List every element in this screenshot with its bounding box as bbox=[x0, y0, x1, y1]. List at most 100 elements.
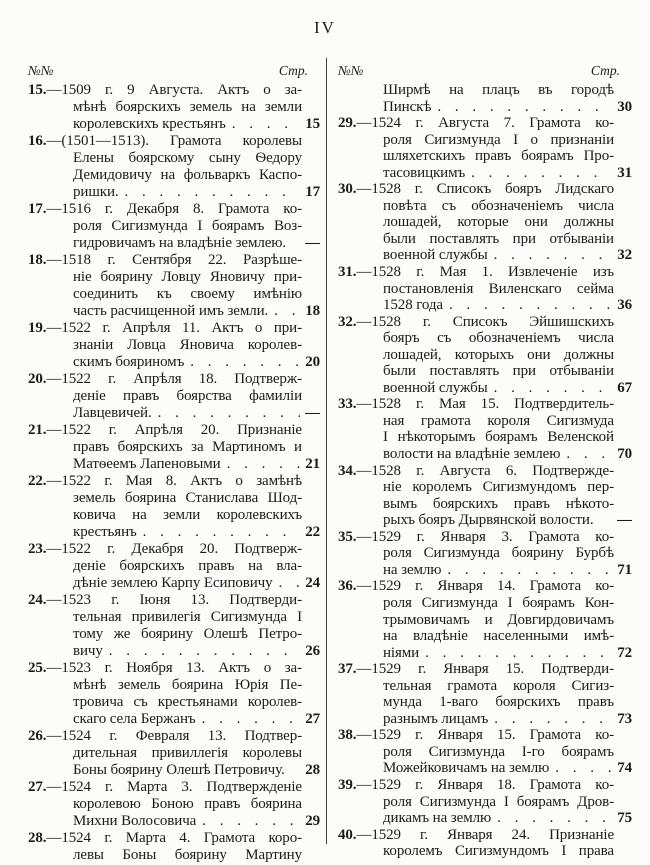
toc-entry: 35.—1529 г. Января 3. Грамота ко-роля Си… bbox=[338, 529, 632, 579]
toc-line: 33.—1528 г. Мая 15. Подтвердитель- bbox=[338, 396, 614, 413]
toc-line: на владѣніе населенными имѣ- bbox=[383, 628, 614, 645]
toc-entries-left: 15.—1509 г. 9 Августа. Актъ о за-мѣнѣ бо… bbox=[28, 82, 320, 864]
toc-line: деніе правъ боярства фамиліи bbox=[73, 388, 302, 404]
dot-leader: . . . . . . . . . . . . . . . . . . . . … bbox=[449, 297, 612, 314]
toc-line: 31.—1528 г. Мая 1. Извлеченіе изъ bbox=[338, 264, 614, 281]
toc-entry: 17.—1516 г. Декабря 8. Грамота ко-роля С… bbox=[28, 201, 320, 252]
toc-line: 20.—1522 г. Апрѣля 18. Подтверж- bbox=[28, 371, 302, 387]
toc-line: вичу . . . . . . . . . . . . . . . . . . … bbox=[28, 643, 320, 660]
dot-leader: . . . . . . . . . . . . . . . . . . . . … bbox=[493, 247, 612, 264]
toc-line: были поставлять при отбываніи bbox=[383, 230, 614, 247]
toc-line: 27.—1524 г. Марта 3. Подтвержденіе bbox=[28, 779, 302, 795]
toc-line: роля Сигизмунда боярину Бурбѣ bbox=[383, 545, 614, 562]
toc-line: ніе боярину Ловцу Яновичу при- bbox=[73, 269, 302, 285]
dot-leader: . . . . . . . . . . . . . . . . . . . . … bbox=[447, 561, 612, 578]
dot-leader: . . . . . . . . . . . . . . . . . . . . … bbox=[274, 303, 300, 319]
toc-line: Елены боярскому сыну Ѳедору bbox=[73, 150, 302, 166]
entry-text: крестьянъ bbox=[73, 524, 137, 540]
toc-line: часть расчищенной имъ земли. . . . . . . … bbox=[28, 303, 320, 320]
dot-leader: . . . . . . . . . . . . . . . . . . . . … bbox=[108, 643, 300, 659]
entry-number: 30. bbox=[338, 181, 357, 198]
entry-page-number: 74 bbox=[617, 760, 632, 777]
toc-line: скаго села Бержанъ . . . . . . . . . . . … bbox=[28, 711, 320, 728]
entry-text: Пинскѣ bbox=[383, 98, 432, 115]
dot-leader: . . . . . . . . . . . . . . . . . . . . … bbox=[124, 184, 300, 200]
toc-line: деніе боярскихъ правъ на вла- bbox=[73, 558, 302, 574]
entry-page-number: 71 bbox=[617, 561, 632, 578]
toc-line: 1528 года . . . . . . . . . . . . . . . .… bbox=[338, 297, 632, 314]
toc-line: ніями . . . . . . . . . . . . . . . . . .… bbox=[338, 645, 632, 662]
entry-page-number: 31 bbox=[617, 164, 632, 181]
toc-line: 36.—1529 г. Января 14. Грамота ко- bbox=[338, 578, 614, 595]
entry-number: 23. bbox=[28, 541, 47, 557]
entry-number: 15. bbox=[28, 82, 47, 98]
entry-number: 20. bbox=[28, 371, 47, 387]
entry-text: королевскихъ крестьянъ bbox=[73, 116, 226, 132]
page-number-roman: IV bbox=[314, 18, 336, 37]
entry-text: тасовицкимъ bbox=[383, 164, 466, 181]
entry-page-number: 26 bbox=[305, 643, 320, 659]
toc-entry: 25.—1523 г. Ноября 13. Актъ о за-мѣнѣ зе… bbox=[28, 660, 320, 728]
toc-line: королемъ Сигизмундомъ I права bbox=[383, 843, 614, 860]
toc-line: повѣта съ обозначеніемъ числа bbox=[383, 197, 614, 214]
toc-line: земель боярина Станислава Шод- bbox=[73, 490, 302, 506]
toc-line: тельная привилегія Сигизмунда I bbox=[73, 609, 302, 625]
dot-leader: . . . . . . . . . . . . . . . . . . . . … bbox=[494, 710, 612, 727]
entry-page-number: 72 bbox=[617, 644, 632, 661]
dot-leader: . . . . . . . . . . . . . . . . . . . . … bbox=[497, 810, 612, 827]
entry-number: 40. bbox=[338, 826, 357, 843]
toc-line: 15.—1509 г. 9 Августа. Актъ о за- bbox=[28, 82, 302, 98]
toc-line: 39.—1529 г. Января 18. Грамота ко- bbox=[338, 776, 614, 793]
toc-line: трымовичамъ и Довгирдовичамъ bbox=[383, 611, 614, 628]
toc-line: Можейковичамъ на землю . . . . . . . . . … bbox=[338, 760, 632, 777]
toc-entry: 30.—1528 г. Списокъ бояръ Лидскаго повѣта… bbox=[338, 181, 632, 264]
toc-line: 22.—1522 г. Мая 8. Актъ о замѣнѣ bbox=[28, 473, 302, 489]
toc-line: ніе королемъ Сигизмундомъ пер- bbox=[383, 479, 614, 496]
toc-line: шляхетскихъ правъ боярамъ Про- bbox=[383, 148, 614, 165]
dot-leader: . . . . . . . . . . . . . . . . . . . . … bbox=[278, 575, 300, 591]
toc-line: 30.—1528 г. Списокъ бояръ Лидскаго bbox=[338, 181, 614, 198]
toc-line: лошадей, которые они должны bbox=[383, 214, 614, 231]
toc-line: соединить къ своему имѣнію bbox=[73, 286, 302, 302]
dot-leader: . . . . . . . . . . . . . . . . . . . . … bbox=[566, 446, 612, 463]
toc-line: военной службы . . . . . . . . . . . . . … bbox=[338, 247, 632, 264]
dot-leader: . . . . . . . . . . . . . . . . . . . . … bbox=[437, 98, 612, 115]
entry-text: волости на владѣніе землею bbox=[383, 446, 561, 463]
toc-line: роля Сигизмунда I боярамъ Кон- bbox=[383, 594, 614, 611]
toc-line: 26.—1524 г. Февраля 13. Подтвер- bbox=[28, 728, 302, 744]
toc-line: 34.—1528 г. Августа 6. Подтвержде- bbox=[338, 462, 614, 479]
toc-entry: 26.—1524 г. Февраля 13. Подтвер-дительна… bbox=[28, 728, 320, 779]
entry-text: скимъ бояриномъ bbox=[73, 354, 185, 370]
entry-number: 18. bbox=[28, 252, 47, 268]
toc-line: рыхъ бояръ Дырвянской волости. — bbox=[338, 512, 632, 529]
toc-line: Михни Волосовича . . . . . . . . . . . . … bbox=[28, 813, 320, 830]
entry-text: Матѳеемъ Лапеновыми bbox=[73, 456, 221, 472]
toc-line: 37.—1529 г. Января 15. Подтверди- bbox=[338, 661, 614, 678]
toc-line: тровича съ крестьянами королев- bbox=[73, 694, 302, 710]
toc-column-left: №№ Стр. 15.—1509 г. 9 Августа. Актъ о за… bbox=[28, 55, 320, 864]
toc-entry: 28.—1524 г. Марта 4. Грамота коро-левы Б… bbox=[28, 830, 320, 864]
toc-entry: 19.—1522 г. Апрѣля 11. Актъ о при-знаніи… bbox=[28, 320, 320, 371]
entry-page-number: 18 bbox=[305, 303, 320, 319]
toc-entry: 29.—1524 г. Августа 7. Грамота ко-роля С… bbox=[338, 115, 632, 181]
toc-entries-right: Ширмѣ на плацъ въ городѣ Пинскѣ . . . . . … bbox=[338, 82, 632, 860]
column-header: №№ Стр. bbox=[338, 55, 632, 79]
dot-leader: . . . . . . . . . . . . . . . . . . . . … bbox=[231, 116, 300, 132]
toc-entry: 27.—1524 г. Марта 3. Подтвержденіе короле… bbox=[28, 779, 320, 830]
toc-line: королевою Боною правъ боярина bbox=[73, 796, 302, 812]
toc-line: тому же боярину Олешѣ Петро- bbox=[73, 626, 302, 642]
entry-text: военной службы bbox=[383, 247, 488, 264]
toc-entry: Ширмѣ на плацъ въ городѣ Пинскѣ . . . . . … bbox=[338, 82, 632, 115]
toc-line: 21.—1522 г. Апрѣля 20. Признаніе bbox=[28, 422, 302, 438]
toc-line: 32.—1528 г. Списокъ Эйшишскихъ bbox=[338, 313, 614, 330]
toc-entry: 15.—1509 г. 9 Августа. Актъ о за-мѣнѣ бо… bbox=[28, 82, 320, 133]
toc-line: Лавцевичей. . . . . . . . . . . . . . . .… bbox=[28, 405, 320, 422]
toc-entry: 33.—1528 г. Мая 15. Подтвердитель-ная гр… bbox=[338, 396, 632, 462]
entry-number: 32. bbox=[338, 313, 357, 330]
toc-line: Пинскѣ . . . . . . . . . . . . . . . . . … bbox=[338, 99, 632, 116]
entry-number: 26. bbox=[28, 728, 47, 744]
dot-leader: . . . . . . . . . . . . . . . . . . . . … bbox=[202, 813, 300, 829]
toc-line: тельная грамота короля Сигиз- bbox=[383, 677, 614, 694]
toc-line: 25.—1523 г. Ноября 13. Актъ о за- bbox=[28, 660, 302, 676]
entry-page-number: — bbox=[305, 405, 320, 421]
